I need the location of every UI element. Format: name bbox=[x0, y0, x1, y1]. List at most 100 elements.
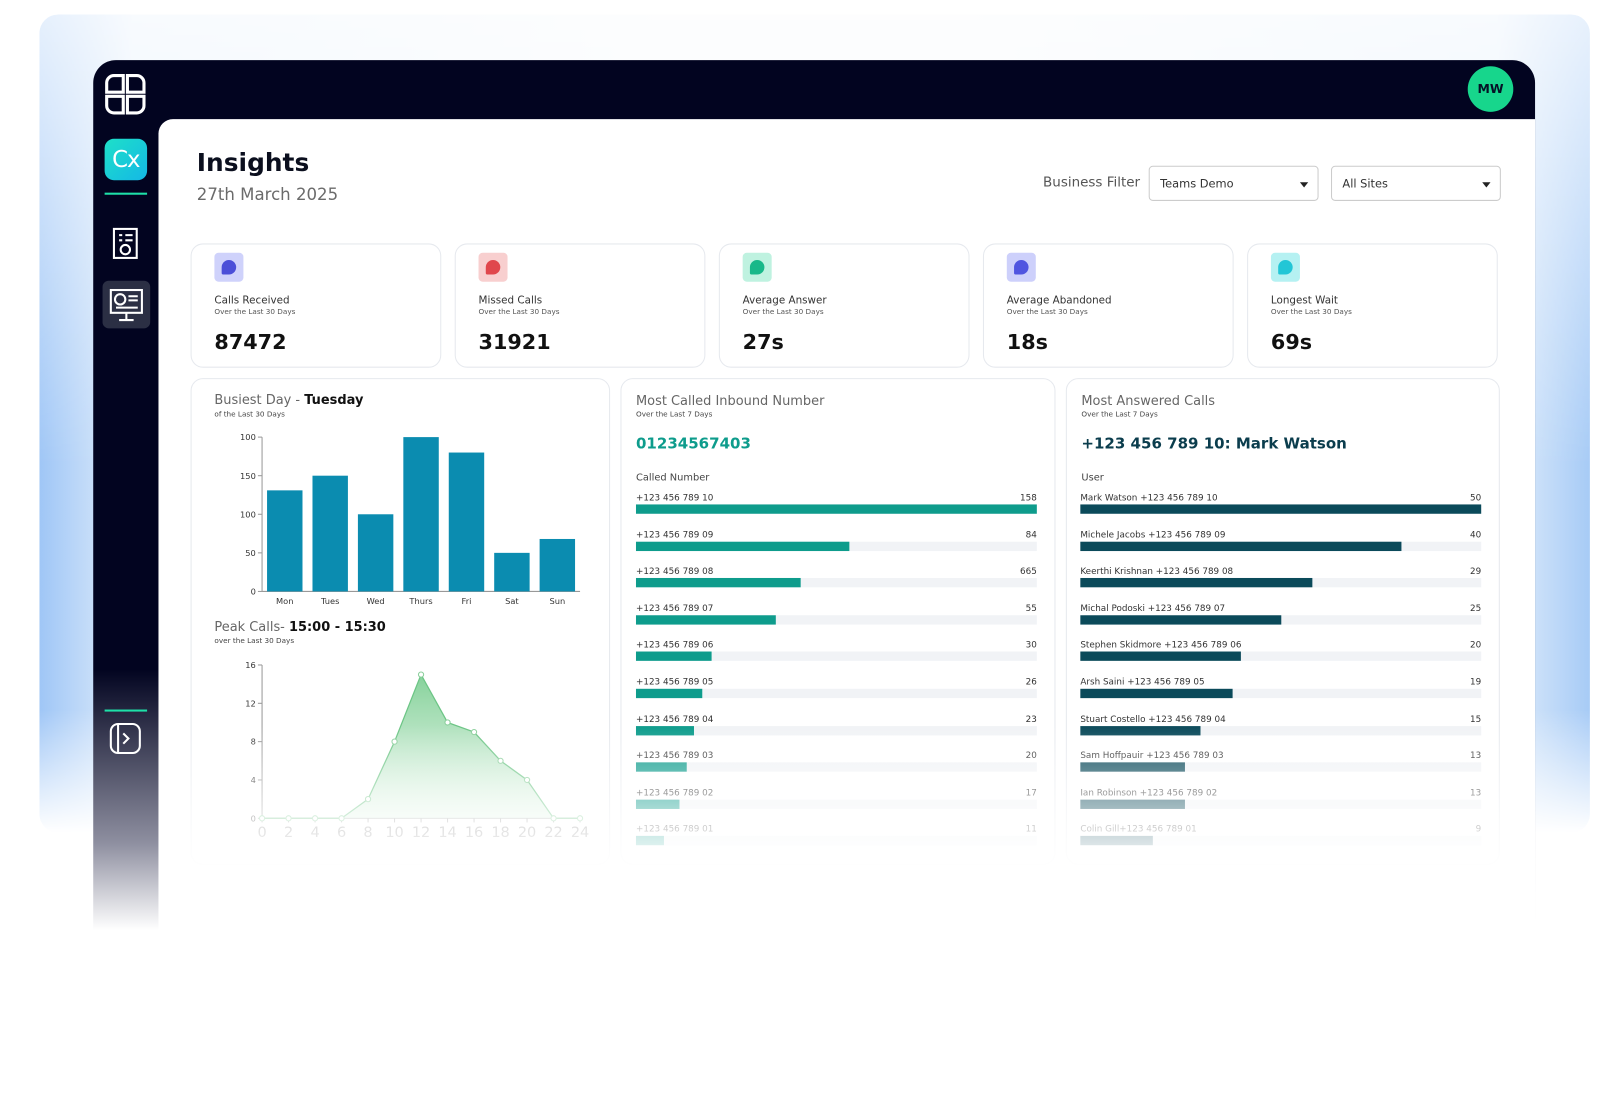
kpi-period: Over the Last 30 Days bbox=[214, 307, 296, 316]
kpi-period: Over the Last 30 Days bbox=[742, 307, 824, 316]
page-title: Insights bbox=[196, 148, 310, 178]
kpi-card: Longest Wait Over the Last 30 Days 69s bbox=[1247, 243, 1498, 368]
kpi-icon bbox=[1270, 252, 1300, 282]
x-tick-label: Tues bbox=[320, 596, 339, 606]
app-badge[interactable]: Cx bbox=[104, 138, 148, 181]
insights-icon bbox=[109, 288, 143, 322]
top-number: 01234567403 bbox=[635, 436, 751, 453]
row-value: 20 bbox=[1469, 640, 1482, 651]
kpi-icon bbox=[214, 252, 244, 282]
row-label: +123 456 789 10 bbox=[635, 493, 714, 504]
x-tick-label: Sun bbox=[549, 596, 565, 606]
kpi-icon-glyph bbox=[485, 259, 501, 275]
bar bbox=[357, 514, 394, 592]
panel-period: of the Last 30 Days bbox=[214, 410, 285, 419]
row-value: 30 bbox=[1025, 640, 1037, 651]
page-date: 27th March 2025 bbox=[196, 184, 339, 205]
y-tick-label: 150 bbox=[240, 471, 256, 481]
panel-title: Busiest Day - Tuesday bbox=[214, 392, 363, 408]
bar bbox=[494, 552, 530, 592]
divider bbox=[104, 709, 148, 712]
bar bbox=[635, 504, 1037, 514]
row-value: 55 bbox=[1025, 603, 1037, 615]
title-highlight: 15:00 - 15:30 bbox=[288, 618, 386, 634]
row-label: +123 456 789 07 bbox=[635, 603, 714, 615]
filter-label: Business Filter bbox=[1043, 175, 1141, 191]
kpi-label: Calls Received bbox=[214, 295, 290, 307]
bar-track bbox=[635, 688, 1037, 699]
kpi-card: Calls Received Over the Last 30 Days 87472 bbox=[190, 243, 442, 368]
business-select[interactable]: Teams Demo bbox=[1148, 165, 1319, 201]
x-tick-label: Sat bbox=[505, 596, 519, 606]
kpi-icon bbox=[478, 252, 508, 282]
row-value: 158 bbox=[1020, 493, 1037, 504]
bar bbox=[1080, 541, 1402, 551]
divider bbox=[104, 192, 148, 195]
kpi-value: 18s bbox=[1006, 329, 1048, 355]
bar bbox=[635, 541, 850, 551]
kpi-icon-glyph bbox=[1278, 259, 1293, 275]
site-select[interactable]: All Sites bbox=[1331, 165, 1501, 201]
y-tick-label: 100 bbox=[240, 432, 256, 442]
bar-track bbox=[1080, 651, 1482, 662]
row-value: 23 bbox=[1025, 714, 1037, 725]
panel-title: Peak Calls- 15:00 - 15:30 bbox=[214, 618, 385, 634]
panel-title: Most Called Inbound Number bbox=[635, 392, 825, 409]
bar bbox=[1080, 651, 1241, 662]
expand-icon[interactable] bbox=[109, 722, 142, 755]
kpi-icon bbox=[1006, 252, 1036, 282]
bar bbox=[267, 490, 303, 592]
panel-title: Most Answered Calls bbox=[1081, 392, 1216, 409]
row-value: 84 bbox=[1025, 529, 1037, 541]
bar bbox=[635, 615, 776, 625]
row-value: 29 bbox=[1469, 566, 1482, 578]
row-value: 19 bbox=[1469, 677, 1482, 688]
kpi-label: Average Abandoned bbox=[1006, 295, 1112, 307]
kpi-icon-glyph bbox=[749, 259, 765, 275]
column-header: Called Number bbox=[635, 472, 710, 484]
row-value: 665 bbox=[1020, 566, 1037, 578]
kpi-label: Missed Calls bbox=[478, 295, 543, 307]
bar bbox=[1080, 688, 1233, 699]
row-label: Keerthi Krishnan +123 456 789 08 bbox=[1080, 566, 1234, 578]
bar bbox=[312, 475, 348, 592]
bar bbox=[1080, 504, 1482, 514]
kpi-label: Longest Wait bbox=[1270, 295, 1338, 307]
kpi-value: 69s bbox=[1270, 329, 1313, 355]
row-label: Stuart Costello +123 456 789 04 bbox=[1080, 714, 1226, 725]
row-label: Michal Podoski +123 456 789 07 bbox=[1080, 603, 1226, 615]
x-tick-label: Wed bbox=[367, 596, 385, 606]
bar bbox=[635, 578, 801, 588]
avatar[interactable]: MW bbox=[1467, 66, 1514, 112]
kpi-card: Average Abandoned Over the Last 30 Days 18… bbox=[982, 243, 1234, 368]
bar bbox=[403, 437, 439, 592]
point bbox=[417, 671, 425, 678]
x-tick-label: Fri bbox=[462, 596, 472, 606]
row-label: +123 456 789 05 bbox=[635, 677, 714, 688]
reports-icon[interactable] bbox=[112, 227, 141, 260]
point bbox=[444, 719, 451, 726]
kpi-label: Average Answer bbox=[742, 295, 827, 307]
kpi-value: 27s bbox=[742, 329, 784, 355]
row-value: 50 bbox=[1469, 493, 1482, 504]
bar bbox=[539, 538, 576, 592]
y-tick-label: 50 bbox=[245, 548, 256, 558]
panel-period: over the Last 30 Days bbox=[214, 637, 295, 646]
kpi-icon-glyph bbox=[1014, 259, 1029, 275]
kpi-card: Average Answer Over the Last 30 Days 27s bbox=[718, 243, 970, 368]
app-logo bbox=[105, 74, 146, 115]
kpi-value: 31921 bbox=[478, 329, 551, 355]
row-label: Mark Watson +123 456 789 10 bbox=[1080, 493, 1218, 504]
row-label: +123 456 789 04 bbox=[635, 714, 714, 725]
bar-track bbox=[1080, 688, 1482, 699]
kpi-icon-glyph bbox=[221, 259, 237, 275]
panel-period: Over the Last 7 Days bbox=[1081, 410, 1158, 419]
column-header: User bbox=[1081, 472, 1104, 484]
row-label: +123 456 789 06 bbox=[635, 640, 714, 651]
top-user: +123 456 789 10: Mark Watson bbox=[1081, 436, 1347, 453]
row-value: 26 bbox=[1025, 677, 1037, 688]
y-tick-label: 0 bbox=[251, 587, 256, 597]
bar-track bbox=[635, 651, 1037, 662]
